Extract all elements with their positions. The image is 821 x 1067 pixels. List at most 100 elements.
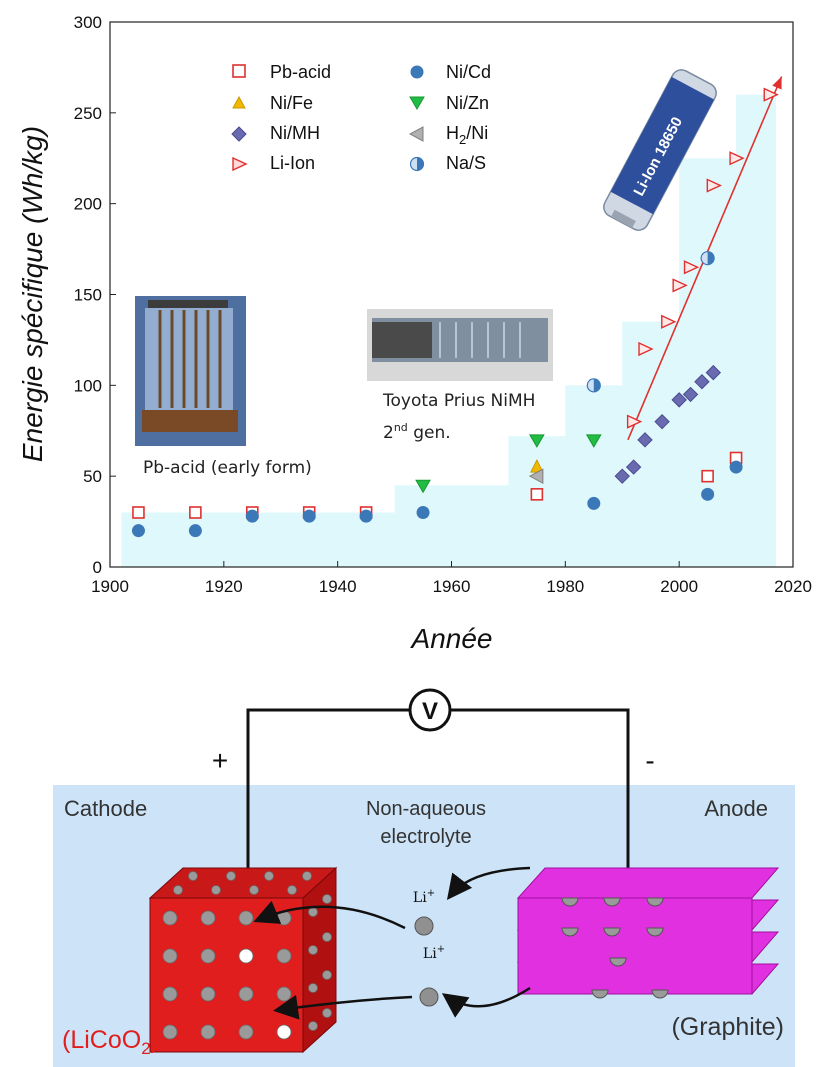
legend-item-ni-cd: Ni/Cd <box>410 62 491 82</box>
diamond-marker-icon <box>231 126 247 142</box>
prius-caption-line1: Toyota Prius NiMH <box>382 391 535 411</box>
point-ni-mh-7 <box>705 364 722 381</box>
background-step-3 <box>565 385 623 567</box>
svg-text:Ni/Fe: Ni/Fe <box>270 93 313 113</box>
cathode-site-1-1 <box>200 948 216 964</box>
cathode-top-site-1-3 <box>302 871 312 881</box>
ion-to-cathode-arrow-lower <box>273 994 413 1020</box>
svg-text:Li+: Li+ <box>423 944 445 962</box>
voltmeter-icon <box>408 688 452 732</box>
point-ni-cd-4 <box>359 509 373 523</box>
legend-item-ni-zn: Ni/Zn <box>409 93 489 113</box>
y-tick-label-150: 150 <box>74 286 102 305</box>
cathode-site-2-3 <box>276 986 292 1002</box>
x-tick-label-1920: 1920 <box>205 577 243 596</box>
svg-text:Li-Ion: Li-Ion <box>270 153 315 173</box>
point-ni-mh-5 <box>682 386 699 403</box>
legend-item-h2-ni: H2/Ni <box>408 123 488 147</box>
y-tick-label-250: 250 <box>74 104 102 123</box>
cathode-site-1-0 <box>162 948 178 964</box>
svg-text:Na/S: Na/S <box>446 153 486 173</box>
cathode-site-3-1 <box>200 1024 216 1040</box>
ion-to-cathode-arrow-upper <box>253 900 406 930</box>
anode-to-ion-arrow-upper <box>446 866 531 900</box>
anode-material-label: (Graphite) <box>671 1013 784 1041</box>
point-li-ion-2 <box>661 314 677 329</box>
cathode-side-site-1-1 <box>322 932 332 942</box>
cathode-side-site-3-0 <box>308 1021 318 1031</box>
cathode-cube <box>148 866 338 1054</box>
cathode-top-site-0-2 <box>249 885 259 895</box>
cathode-top-site-0-1 <box>211 885 221 895</box>
point-ni-mh-4 <box>671 392 687 408</box>
cathode-site-3-3 <box>276 1024 292 1040</box>
energy-chart: 1900 1920 1940 1960 1980 2000 2020 0 50 100 150 200… <box>17 13 812 654</box>
electrolyte-label-line2: electrolyte <box>380 826 471 848</box>
point-pb-acid-1 <box>189 506 202 519</box>
point-pb-acid-6 <box>701 469 714 483</box>
point-li-ion-4 <box>683 260 700 275</box>
circle-marker-icon <box>410 65 424 79</box>
point-li-ion-5 <box>706 178 722 193</box>
cathode-site-3-0 <box>162 1024 178 1040</box>
data-points <box>131 87 779 538</box>
svg-text:Ni/MH: Ni/MH <box>270 123 320 143</box>
background-step-5 <box>679 158 737 567</box>
x-tick-label-2020: 2020 <box>774 577 812 596</box>
svg-text:Ni/Zn: Ni/Zn <box>446 93 489 113</box>
cathode-site-3-2 <box>238 1024 254 1040</box>
y-axis-title: Energie spécifique (Wh/kg) <box>17 126 48 462</box>
cathode-formula: (LiCoO2) <box>62 1026 159 1058</box>
anode-lithium-site-2 <box>646 897 664 907</box>
cathode-side-site-0-1 <box>322 894 332 904</box>
anode-lithium-site-7 <box>591 989 609 999</box>
point-ni-mh-0 <box>614 468 630 484</box>
point-li-ion-0 <box>626 414 643 429</box>
point-ni-cd-5 <box>416 506 430 519</box>
legend-item-na-s: Na/S <box>409 153 486 173</box>
graphite-anode <box>516 867 780 995</box>
cathode-side-site-2-1 <box>322 970 332 980</box>
prius-caption-line2: 2nd gen. <box>383 421 451 443</box>
svg-text:Li+: Li+ <box>413 888 435 906</box>
prius-battery-image <box>367 309 553 381</box>
cathode-side-site-1-0 <box>308 945 318 955</box>
x-tick-label-1940: 1940 <box>319 577 357 596</box>
point-na-s-1 <box>700 251 715 266</box>
point-ni-cd-6 <box>587 496 601 510</box>
cathode-side-site-2-0 <box>308 983 318 993</box>
point-ni-cd-7 <box>701 487 715 501</box>
anode-lithium-site-8 <box>651 989 669 999</box>
trend-arrowhead-icon <box>772 76 782 90</box>
point-ni-cd-2 <box>245 509 259 523</box>
point-ni-zn-0 <box>415 479 431 494</box>
point-ni-zn-2 <box>585 434 602 448</box>
point-ni-cd-8 <box>729 460 743 474</box>
legend-item-li-ion: Li-Ion <box>232 153 315 173</box>
point-li-ion-1 <box>638 341 654 357</box>
point-ni-mh-2 <box>637 432 653 448</box>
point-li-ion-7 <box>763 87 779 102</box>
point-h2-ni-0 <box>528 468 544 485</box>
cathode-side-site-3-1 <box>322 1008 332 1018</box>
pb-acid-battery-image <box>135 296 246 446</box>
y-tick-label-100: 100 <box>74 376 102 395</box>
point-li-ion-6 <box>729 151 745 166</box>
li-ion-cell-diagram: V + - Cathode Anode Non-aqueous electrol… <box>53 688 795 1067</box>
cathode-top-site-1-2 <box>264 871 274 881</box>
triangle-right-marker-icon <box>232 156 248 172</box>
point-ni-cd-1 <box>188 524 202 538</box>
x-tick-label-2000: 2000 <box>660 577 698 596</box>
axis-ticks: 1900 1920 1940 1960 1980 2000 2020 0 50 100 150 200… <box>74 13 812 596</box>
background-step-4 <box>622 321 680 567</box>
y-tick-label-200: 200 <box>74 195 102 214</box>
anode-lithium-site-3 <box>561 927 579 937</box>
point-pb-acid-0 <box>132 506 145 519</box>
background-steps <box>121 94 776 568</box>
point-pb-acid-5 <box>530 488 544 501</box>
point-ni-mh-1 <box>625 459 642 475</box>
pb-acid-caption: Pb-acid (early form) <box>143 458 312 478</box>
cathode-label: Cathode <box>64 796 147 821</box>
y-tick-label-0: 0 <box>93 558 102 577</box>
voltmeter-label: V <box>422 698 438 725</box>
